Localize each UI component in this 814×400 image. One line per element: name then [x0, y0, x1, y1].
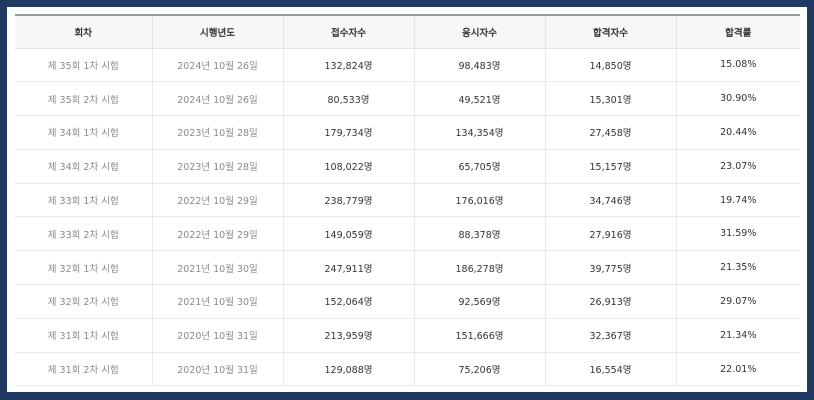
passers-cell: 14,850명 — [545, 48, 677, 83]
header-row: 회차 시행년도 접수자수 응시자수 합격자수 합격률 — [15, 14, 800, 49]
round-cell: 제 35회 1차 시험 — [15, 48, 153, 83]
examinees-cell: 176,016명 — [414, 183, 546, 218]
header-pass-rate: 합격률 — [676, 14, 800, 49]
exam-date-cell: 2021년 10월 30일 — [152, 284, 284, 319]
table-row: 제 35회 2차 시험 2024년 10월 26일 80,533명 49,521명 15… — [15, 81, 800, 117]
exam-date-cell: 2024년 10월 26일 — [152, 81, 284, 117]
pass-rate-cell: 19.74% — [676, 183, 800, 218]
examinees-cell: 186,278명 — [414, 250, 546, 286]
examinees-cell: 49,521명 — [414, 81, 546, 117]
examinees-cell: 88,378명 — [414, 216, 546, 252]
table-row: 제 33회 2차 시험 2022년 10월 29일 149,059명 88,378명 2… — [15, 216, 800, 252]
table-row: 제 32회 1차 시험 2021년 10월 30일 247,911명 186,278명… — [15, 250, 800, 286]
round-cell: 제 33회 1차 시험 — [15, 183, 153, 218]
round-cell: 제 35회 2차 시험 — [15, 81, 153, 117]
table-row: 제 33회 1차 시험 2022년 10월 29일 238,779명 176,016명… — [15, 183, 800, 218]
applicants-cell: 80,533명 — [283, 81, 415, 117]
exam-statistics-table: 회차 시행년도 접수자수 응시자수 합격자수 합격률 제 35회 1차 시험 20… — [15, 14, 800, 387]
passers-cell: 26,913명 — [545, 284, 677, 319]
header-examinees: 응시자수 — [414, 14, 546, 49]
exam-date-cell: 2023년 10월 28일 — [152, 149, 284, 184]
applicants-cell: 152,064명 — [283, 284, 415, 319]
examinees-cell: 92,569명 — [414, 284, 546, 319]
pass-rate-cell: 20.44% — [676, 115, 800, 150]
table-body: 제 35회 1차 시험 2024년 10월 26일 132,824명 98,483명 1… — [15, 48, 800, 387]
pass-rate-cell: 31.59% — [676, 216, 800, 252]
table-header: 회차 시행년도 접수자수 응시자수 합격자수 합격률 — [15, 14, 800, 49]
header-round: 회차 — [15, 14, 153, 49]
round-cell: 제 31회 1차 시험 — [15, 318, 153, 353]
pass-rate-cell: 30.90% — [676, 81, 800, 117]
passers-cell: 27,916명 — [545, 216, 677, 252]
applicants-cell: 108,022명 — [283, 149, 415, 184]
pass-rate-cell: 15.08% — [676, 48, 800, 83]
passers-cell: 15,301명 — [545, 81, 677, 117]
passers-cell: 34,746명 — [545, 183, 677, 218]
table-row: 제 34회 2차 시험 2023년 10월 28일 108,022명 65,705명 1… — [15, 149, 800, 184]
exam-date-cell: 2022년 10월 29일 — [152, 183, 284, 218]
examinees-cell: 151,666명 — [414, 318, 546, 353]
applicants-cell: 129,088명 — [283, 352, 415, 387]
table-row: 제 32회 2차 시험 2021년 10월 30일 152,064명 92,569명 2… — [15, 284, 800, 319]
passers-cell: 32,367명 — [545, 318, 677, 353]
table-row: 제 35회 1차 시험 2024년 10월 26일 132,824명 98,483명 1… — [15, 48, 800, 83]
examinees-cell: 98,483명 — [414, 48, 546, 83]
content-panel: 회차 시행년도 접수자수 응시자수 합격자수 합격률 제 35회 1차 시험 20… — [7, 7, 807, 392]
round-cell: 제 34회 2차 시험 — [15, 149, 153, 184]
table-row: 제 31회 2차 시험 2020년 10월 31일 129,088명 75,206명 1… — [15, 352, 800, 387]
table-row: 제 34회 1차 시험 2023년 10월 28일 179,734명 134,354명… — [15, 115, 800, 150]
header-passers: 합격자수 — [545, 14, 677, 49]
pass-rate-cell: 22.01% — [676, 352, 800, 387]
pass-rate-cell: 21.34% — [676, 318, 800, 353]
examinees-cell: 75,206명 — [414, 352, 546, 387]
applicants-cell: 213,959명 — [283, 318, 415, 353]
passers-cell: 27,458명 — [545, 115, 677, 150]
exam-date-cell: 2023년 10월 28일 — [152, 115, 284, 150]
exam-date-cell: 2024년 10월 26일 — [152, 48, 284, 83]
examinees-cell: 134,354명 — [414, 115, 546, 150]
exam-date-cell: 2020년 10월 31일 — [152, 352, 284, 387]
header-exam-date: 시행년도 — [152, 14, 284, 49]
exam-date-cell: 2020년 10월 31일 — [152, 318, 284, 353]
pass-rate-cell: 21.35% — [676, 250, 800, 286]
applicants-cell: 247,911명 — [283, 250, 415, 286]
passers-cell: 15,157명 — [545, 149, 677, 184]
applicants-cell: 179,734명 — [283, 115, 415, 150]
exam-date-cell: 2021년 10월 30일 — [152, 250, 284, 286]
examinees-cell: 65,705명 — [414, 149, 546, 184]
round-cell: 제 32회 2차 시험 — [15, 284, 153, 319]
round-cell: 제 32회 1차 시험 — [15, 250, 153, 286]
passers-cell: 39,775명 — [545, 250, 677, 286]
table-row: 제 31회 1차 시험 2020년 10월 31일 213,959명 151,666명… — [15, 318, 800, 353]
applicants-cell: 238,779명 — [283, 183, 415, 218]
applicants-cell: 132,824명 — [283, 48, 415, 83]
pass-rate-cell: 23.07% — [676, 149, 800, 184]
round-cell: 제 33회 2차 시험 — [15, 216, 153, 252]
header-applicants: 접수자수 — [283, 14, 415, 49]
exam-date-cell: 2022년 10월 29일 — [152, 216, 284, 252]
passers-cell: 16,554명 — [545, 352, 677, 387]
pass-rate-cell: 29.07% — [676, 284, 800, 319]
round-cell: 제 31회 2차 시험 — [15, 352, 153, 387]
round-cell: 제 34회 1차 시험 — [15, 115, 153, 150]
applicants-cell: 149,059명 — [283, 216, 415, 252]
